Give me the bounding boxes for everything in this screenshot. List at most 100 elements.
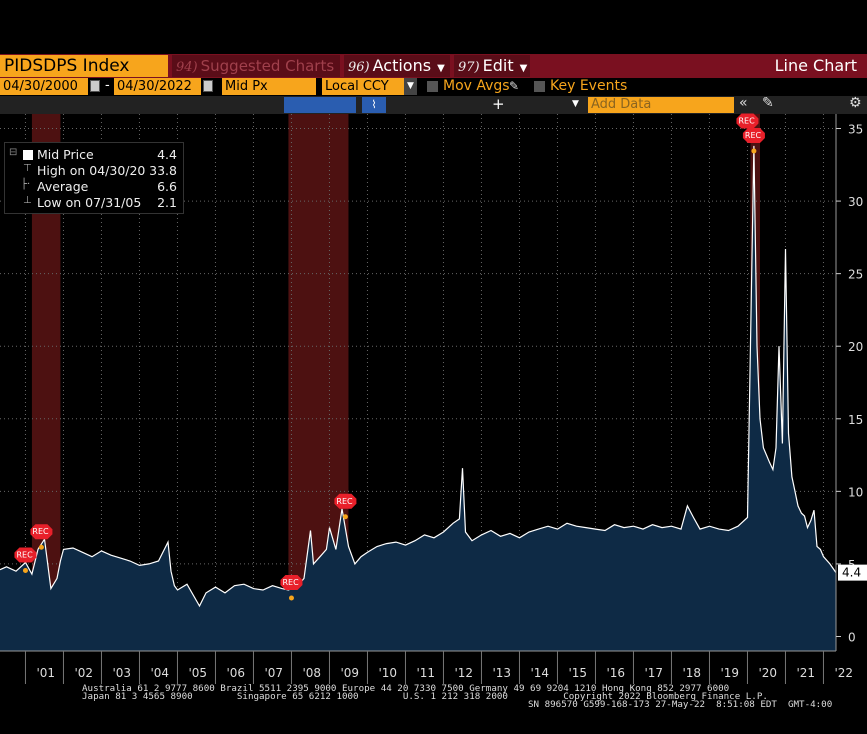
chart-type-label: Line Chart [774,56,857,75]
start-date-field[interactable]: 04/30/2000 [0,78,88,95]
series-line [0,145,837,608]
event-marker: REC [334,493,357,520]
x-tick-label: '06 [226,666,245,680]
x-tick-label: '14 [530,666,549,680]
x-tick-label: '21 [796,666,815,680]
x-tick-label: '04 [150,666,169,680]
legend-high: ⊤ High on 04/30/20 33.8 [9,163,179,179]
rec-badge [280,575,303,591]
rec-label: REC [16,550,33,559]
high-marker-icon: ⊤ [23,163,32,174]
actions-number: 96) [348,60,370,75]
x-tick-label: '17 [644,666,663,680]
area-fill [0,145,836,651]
average-marker-icon: ├· [21,179,31,190]
event-dot [751,148,757,154]
swatch-icon [23,150,33,160]
rec-badge [736,113,759,129]
event-marker: REC [30,524,53,550]
legend-value: 6.6 [157,179,177,194]
chevron-down-icon[interactable]: ▼ [404,78,417,95]
date-separator: - [105,78,110,93]
x-tick-label: '03 [112,666,131,680]
legend-label: Mid Price [37,147,94,162]
x-tick-label: '16 [606,666,625,680]
add-data-input[interactable]: Add Data [588,97,734,113]
event-dot [288,595,294,601]
calendar-icon[interactable] [203,80,213,92]
suggested-charts-number: 94) [176,60,198,75]
event-marker: REC [14,547,37,573]
x-tick-label: '12 [454,666,473,680]
x-tick-label: '02 [74,666,93,680]
x-tick-label: '22 [834,666,853,680]
legend-label: Average [37,179,89,194]
rec-label: REC [745,131,762,140]
collapse-icon[interactable]: « [739,95,748,111]
footer-session: SN 896570 G599-168-173 27-May-22 8:51:08… [528,699,833,710]
footer-contacts-1: Australia 61 2 9777 8600 Brazil 5511 239… [82,683,730,694]
x-tick-label: '05 [188,666,207,680]
key-events-checkbox[interactable] [534,81,545,92]
event-dot [342,514,348,520]
x-tick-label: '09 [340,666,359,680]
last-value-tag: 4.4 [842,566,861,580]
legend-label: High on 04/30/20 [37,163,146,178]
legend-value: 4.4 [157,147,177,162]
footer: Australia 61 2 9777 8600 Brazil 5511 239… [0,684,867,714]
legend-label: Low on 07/31/05 [37,195,142,210]
rec-label: REC [738,117,755,126]
x-tick-label: '13 [492,666,511,680]
chevron-down-icon: ▼ [519,63,528,74]
legend-average: ├· Average 6.6 [9,179,179,195]
event-marker: REC [280,575,303,601]
rec-label: REC [32,527,49,536]
end-date-field[interactable]: 04/30/2022 [114,78,201,95]
y-tick-label: 30 [848,195,863,209]
rec-badge [742,128,765,144]
suggested-charts-button[interactable]: 94) Suggested Charts [172,55,340,77]
add-series-button[interactable]: + [492,95,505,113]
rec-badge [14,547,37,563]
key-events-label[interactable]: Key Events [550,78,628,94]
chevron-down-icon: ▼ [437,63,445,74]
x-tick-label: '18 [682,666,701,680]
event-dot [22,567,28,573]
legend-value: 2.1 [157,195,177,210]
event-dot [38,544,44,550]
y-tick-label: 10 [848,485,863,499]
legend-low: ⊥ Low on 07/31/05 2.1 [9,195,179,211]
legend-value: 33.8 [149,163,177,178]
rec-badge [30,524,53,540]
x-tick-label: '11 [416,666,435,680]
gear-icon[interactable]: ⚙ [849,95,862,111]
y-tick-label: 20 [848,340,863,354]
rec-label: REC [282,578,299,587]
legend-mid-price: ⊟ Mid Price 4.4 [9,147,179,163]
mov-avgs-checkbox[interactable] [427,81,438,92]
x-tick-label: '10 [378,666,397,680]
edit-button[interactable]: 97) Edit ▼ [454,55,530,77]
line-chart-icon[interactable]: ⌇ [362,97,386,113]
footer-contacts-2: Japan 81 3 4565 8900 Singapore 65 6212 1… [82,691,768,702]
actions-button[interactable]: 96) Actions ▼ [344,55,450,77]
rec-badge [334,493,357,509]
actions-label: Actions [372,56,432,75]
calendar-icon[interactable] [90,80,100,92]
chevron-down-icon[interactable]: ▼ [572,99,579,109]
ticker-field[interactable]: PIDSDPS Index [0,55,168,77]
field-select[interactable]: Mid Px [222,78,316,95]
y-tick-label: 25 [848,268,863,282]
pencil-icon[interactable]: ✎ [509,79,520,93]
suggested-charts-label: Suggested Charts [200,57,335,75]
pencil-icon[interactable]: ✎ [762,95,774,111]
series-tab[interactable] [284,97,356,113]
event-marker: REC [742,128,765,154]
mov-avgs-label[interactable]: Mov Avgs [443,78,510,94]
currency-select[interactable]: Local CCY [322,78,404,95]
low-marker-icon: ⊥ [23,195,32,206]
collapse-box-icon[interactable]: ⊟ [9,147,18,158]
y-tick-label: 35 [848,123,863,137]
y-tick-label: 15 [848,413,863,427]
legend: ⊟ Mid Price 4.4 ⊤ High on 04/30/20 33.8 … [4,142,184,214]
